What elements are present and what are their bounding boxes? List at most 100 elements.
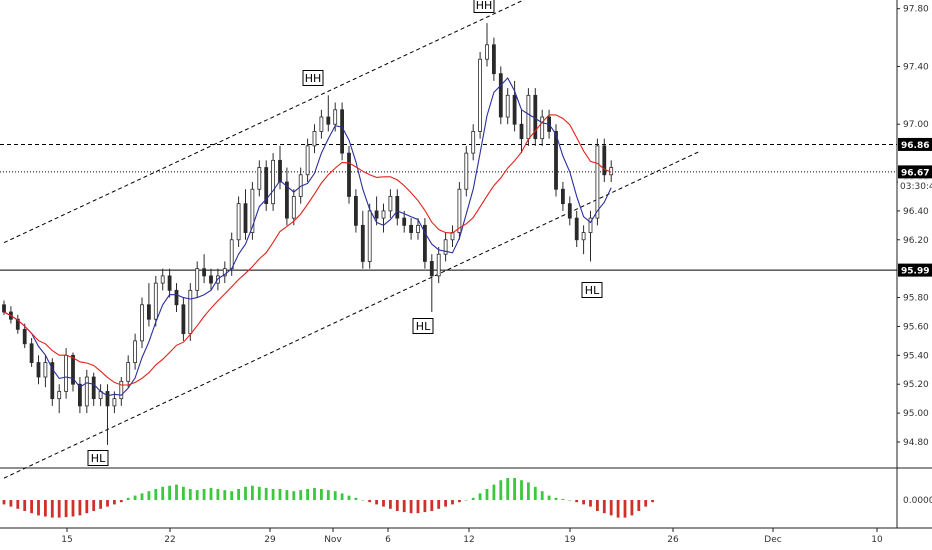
swing-label-text: HL	[91, 452, 106, 465]
candle-body-up	[443, 239, 448, 255]
oscillator-bar	[264, 487, 268, 500]
oscillator-bar	[78, 500, 82, 516]
swing-label: HL	[87, 450, 109, 466]
oscillator-bar	[602, 500, 606, 514]
candle	[119, 377, 124, 406]
time-tick-label: 15	[61, 535, 72, 545]
oscillator-bar	[57, 500, 61, 518]
candle	[202, 254, 207, 284]
candle	[153, 275, 158, 327]
candle-body-down	[78, 383, 82, 407]
candle-body-down	[409, 224, 414, 233]
oscillator-bar	[126, 497, 130, 500]
candle	[367, 203, 372, 269]
oscillator-bar	[513, 478, 516, 500]
candle	[561, 182, 565, 211]
oscillator-bar	[382, 500, 385, 507]
candle	[471, 124, 476, 161]
oscillator-bar	[64, 500, 68, 518]
oscillator-bar	[340, 493, 344, 500]
time-tick-label: 22	[164, 535, 175, 545]
oscillator-bar	[188, 489, 192, 500]
price-tick-label: 95.80	[903, 294, 929, 304]
candle	[209, 268, 213, 291]
oscillator-bar	[485, 489, 489, 500]
oscillator-bar	[140, 493, 144, 500]
oscillator-bar	[37, 500, 40, 516]
swing-label-box	[302, 70, 324, 86]
candle	[284, 167, 289, 226]
oscillator-bar	[230, 491, 234, 500]
candle-body-down	[29, 343, 34, 363]
candle-body-down	[567, 203, 572, 219]
oscillator-bar	[533, 486, 537, 500]
candle	[78, 377, 82, 414]
oscillator-bar	[175, 484, 178, 500]
candle	[146, 283, 151, 327]
oscillator-bar	[568, 500, 572, 501]
oscillator-bar	[623, 500, 627, 518]
swing-label-box	[412, 318, 434, 334]
candle-body-up	[229, 239, 234, 270]
candle-body-down	[326, 116, 331, 125]
time-tick-label: 12	[463, 535, 474, 545]
oscillator-bar	[50, 500, 54, 518]
trend-channel[interactable]	[3, 0, 702, 479]
candle	[181, 297, 186, 341]
candle	[498, 66, 503, 125]
oscillator-bar	[326, 490, 330, 500]
oscillator-bar	[609, 500, 613, 516]
candle-body-up	[464, 152, 469, 190]
candle-body-down	[422, 224, 427, 262]
oscillator-bar	[333, 491, 337, 500]
oscillator-bar	[430, 500, 434, 511]
swing-label-text: HH	[476, 0, 493, 12]
level-price-label: 96.67	[901, 168, 929, 178]
candle-body-down	[167, 275, 172, 291]
candle	[360, 210, 365, 269]
time-tick-label: Dec	[764, 535, 781, 545]
candle-body-down	[284, 181, 289, 219]
oscillator-bar	[361, 500, 365, 501]
oscillator-bar	[637, 500, 641, 511]
oscillator-bar	[133, 495, 137, 500]
candle	[105, 384, 110, 445]
oscillator-histogram	[2, 478, 654, 518]
swing-label: HH	[473, 0, 495, 13]
candle	[15, 314, 20, 334]
time-tick-label: 19	[564, 535, 576, 545]
oscillator-bar	[582, 500, 585, 505]
candle-body-up	[416, 224, 420, 233]
horizontal-levels[interactable]	[0, 143, 897, 271]
candle	[574, 210, 579, 247]
candle-body-up	[388, 196, 393, 212]
oscillator-bar	[251, 485, 254, 500]
oscillator-bar	[30, 500, 33, 514]
candle-body-up	[540, 116, 545, 140]
candle-body-down	[50, 362, 55, 400]
swing-label-box	[473, 0, 495, 13]
time-tick-label: 6	[385, 535, 391, 545]
oscillator-bar	[168, 485, 171, 500]
candle-body-down	[278, 159, 282, 183]
candle	[540, 109, 545, 146]
oscillator-bar	[368, 500, 372, 503]
countdown-timer: 03:30:47	[900, 182, 932, 192]
candle-body-down	[561, 188, 565, 205]
oscillator-bar	[257, 486, 261, 500]
oscillator-bar	[561, 498, 565, 500]
candle-body-up	[381, 210, 386, 219]
oscillator-bar	[271, 489, 275, 500]
candle	[264, 160, 269, 211]
oscillator-bar	[630, 500, 634, 516]
oscillator-bar	[154, 489, 158, 500]
candle	[512, 80, 517, 132]
oscillator-bar	[71, 500, 75, 517]
oscillator-bar	[444, 500, 447, 507]
candle-body-up	[478, 58, 483, 132]
oscillator-tick-label: 0.0000	[903, 496, 932, 506]
candle-body-up	[57, 391, 62, 400]
oscillator-bar	[320, 489, 323, 500]
candle-body-down	[340, 109, 345, 154]
